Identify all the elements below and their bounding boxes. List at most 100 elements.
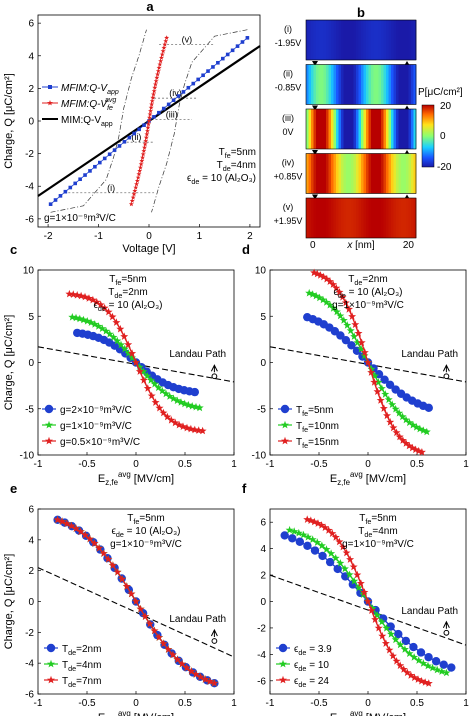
landau-path-arrow [210, 628, 218, 638]
domain-strip [338, 20, 342, 60]
domain-strip [363, 64, 367, 105]
data-point-2 [99, 549, 108, 557]
colorbar-tick: 0 [440, 131, 446, 142]
domain-strip [403, 20, 407, 60]
domain-strip [378, 20, 382, 60]
y-tick-label: 6 [28, 19, 34, 30]
data-point-mfim-fe [149, 98, 155, 104]
landau-path-marker [443, 373, 450, 380]
data-point-0 [416, 648, 426, 657]
data-point-mfim-fe [145, 125, 151, 130]
panel-e: e -1 -0.5 0 0.5 1 -6 -4 -2 0 2 4 6 Landau Path Tfe=5nm… [3, 481, 237, 716]
data-point-1 [135, 362, 144, 371]
x-tick-label: 2 [247, 231, 253, 242]
data-point-2 [331, 533, 340, 541]
data-point-2 [313, 269, 322, 278]
data-point-1 [83, 317, 92, 325]
domain-strip [366, 20, 369, 60]
domain-strip [363, 198, 367, 238]
domain-strip [323, 20, 327, 60]
domain-strip [378, 64, 382, 105]
data-point-2 [147, 391, 156, 400]
annotation: Tfe=5nm [109, 274, 146, 287]
domain-strip [396, 64, 399, 105]
data-point-2 [410, 673, 419, 682]
domain-strip [393, 64, 397, 105]
data-point-2 [322, 274, 331, 283]
data-point-mfim-app [161, 106, 166, 111]
domain-strip [341, 109, 344, 149]
panel-d: d -1 -0.5 0 0.5 1 -10 -5 0 5 10 Landau Path Tde=2nmϵ… [242, 242, 469, 487]
x-tick-label: -0.5 [310, 698, 328, 709]
domain-strip [338, 64, 342, 105]
data-point-mfim-app [166, 102, 171, 107]
domain-strip [333, 198, 337, 238]
landau-path-marker [211, 373, 218, 380]
data-point-1 [177, 398, 185, 406]
domain-strip [338, 198, 342, 238]
domain-strip [326, 20, 329, 60]
data-point-1 [357, 344, 366, 353]
domain-strip [326, 198, 329, 238]
y-tick-label: -6 [25, 690, 34, 701]
y-tick-label: 4 [28, 51, 34, 62]
domain-strip [343, 20, 347, 60]
domain-strip [406, 109, 409, 149]
domain-strip [348, 64, 352, 105]
y-axis-label: Charge, Q [μC/cm²] [3, 73, 15, 169]
data-point-2 [317, 521, 326, 529]
domain-frame [305, 19, 417, 61]
domain-strip [328, 198, 332, 238]
domain-strip [333, 109, 337, 149]
legend-label: MFIM:Q-Vfeavg [61, 97, 116, 112]
domain-strip [361, 153, 364, 194]
domain-strip [326, 109, 329, 149]
data-point-2 [351, 320, 360, 328]
legend-label: MIM:Q-Vapp [61, 115, 113, 128]
data-point-mfim-fe [142, 145, 147, 150]
data-point-mfim-app [157, 110, 161, 115]
data-point-2 [395, 432, 404, 441]
data-point-mfim-fe [150, 95, 156, 100]
domain-strip [351, 109, 354, 149]
domain-strip [383, 20, 387, 60]
data-point-2 [192, 670, 200, 678]
legend-marker [45, 420, 53, 429]
data-point-mfim-app [176, 94, 181, 98]
domain-strip [346, 20, 349, 60]
data-point-mfim-fe [143, 135, 149, 140]
data-point-1 [327, 549, 336, 557]
annotation: Tde=4nm [358, 526, 397, 539]
annotation: Tde=4nm [217, 160, 256, 173]
domain-strip [361, 20, 364, 60]
domain-strip [338, 109, 342, 149]
domain-strip [333, 153, 337, 194]
domain-strip [353, 20, 357, 60]
domain-strip [356, 20, 359, 60]
data-point-mfim-fe [155, 68, 161, 74]
data-point-mfim-fe [135, 175, 141, 180]
domain-strip [371, 20, 374, 60]
domain-strip [331, 64, 334, 105]
data-point-mfim-app [186, 85, 191, 90]
domain-strip [313, 64, 317, 105]
data-point-2 [163, 412, 172, 421]
domain-strip [358, 64, 362, 105]
landau-path-label: Landau Path [401, 606, 458, 617]
data-point-1 [102, 327, 110, 335]
domain-strip [341, 64, 344, 105]
y-tick-label: -4 [25, 182, 34, 193]
domain-strip [363, 153, 367, 194]
data-point-mfim-app [211, 65, 215, 69]
data-point-2 [405, 441, 414, 450]
data-point-2 [132, 358, 140, 366]
data-point-mfim-app [68, 185, 73, 190]
domain-strip [391, 153, 394, 194]
domain-strip [368, 198, 372, 238]
domain-map-5 [305, 197, 417, 239]
data-point-2 [196, 672, 205, 681]
domain-strip [373, 20, 377, 60]
domain-strip [341, 198, 344, 238]
domain-strip [321, 64, 324, 105]
domain-strip [318, 64, 322, 105]
